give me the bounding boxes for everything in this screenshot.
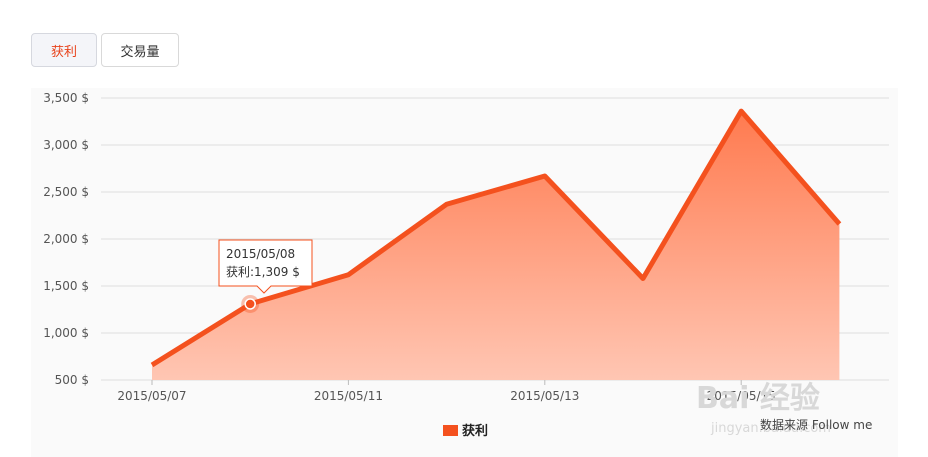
area-fill xyxy=(152,111,840,380)
baidu-watermark: Bai 经验 jingyan.baidu.com xyxy=(696,381,831,436)
x-axis-labels: 2015/05/07 2015/05/11 2015/05/13 2015/05/15 xyxy=(117,380,776,403)
x-tick-label: 2015/05/15 xyxy=(707,389,776,403)
tab-volume[interactable]: 交易量 xyxy=(101,33,179,67)
y-tick-label: 500 $ xyxy=(55,373,89,387)
x-tick-label: 2015/05/13 xyxy=(510,389,579,403)
legend-label: 获利 xyxy=(462,423,488,439)
tooltip: 2015/05/08 获利:1,309 $ xyxy=(218,239,313,313)
y-tick-label: 3,500 $ xyxy=(43,91,89,105)
area-chart: 3,500 $ 3,000 $ 2,500 $ 2,000 $ 1,500 $ 1,000… xyxy=(43,91,889,439)
x-tick-label: 2015/05/11 xyxy=(314,389,383,403)
watermark-text: Bai 经验 xyxy=(696,381,820,416)
y-tick-label: 1,000 $ xyxy=(43,326,89,340)
chart-panel: 3,500 $ 3,000 $ 2,500 $ 2,000 $ 1,500 $ 1,000… xyxy=(31,88,898,457)
hover-point[interactable] xyxy=(244,298,256,310)
y-axis-labels: 3,500 $ 3,000 $ 2,500 $ 2,000 $ 1,500 $ 1,000… xyxy=(43,91,89,387)
chart-tabs: 获利 交易量 xyxy=(31,33,179,67)
tooltip-date: 2015/05/08 xyxy=(226,247,295,261)
watermark-sub: jingyan.baidu.com xyxy=(710,421,831,436)
tab-profit[interactable]: 获利 xyxy=(31,33,97,67)
y-tick-label: 1,500 $ xyxy=(43,279,89,293)
legend[interactable]: 获利 xyxy=(443,423,488,439)
y-tick-label: 3,000 $ xyxy=(43,138,89,152)
series-line xyxy=(150,108,842,368)
y-tick-label: 2,000 $ xyxy=(43,232,89,246)
legend-swatch xyxy=(443,425,458,436)
x-tick-label: 2015/05/07 xyxy=(117,389,186,403)
tooltip-value: 获利:1,309 $ xyxy=(226,265,300,279)
data-source: 数据来源 Follow me xyxy=(760,417,872,432)
y-tick-label: 2,500 $ xyxy=(43,185,89,199)
area-series xyxy=(150,108,842,380)
tooltip-box xyxy=(218,239,313,294)
